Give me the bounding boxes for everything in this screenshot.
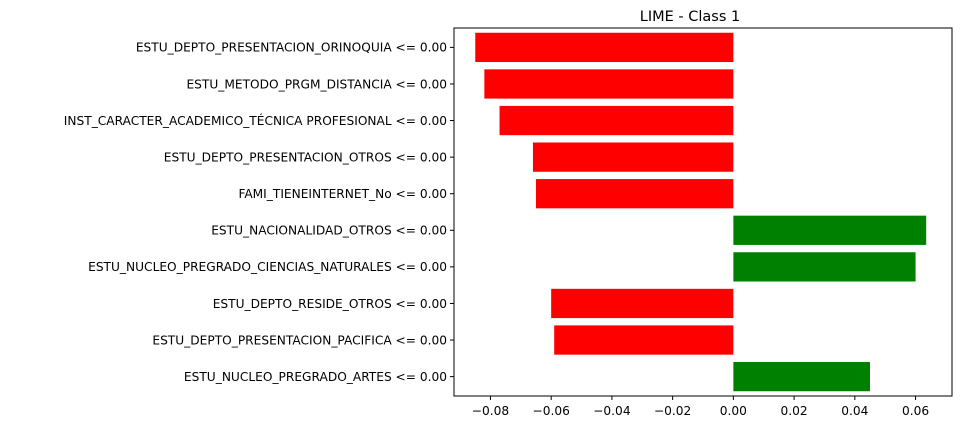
bar-3 <box>532 142 734 172</box>
bar-label-0: ESTU_DEPTO_PRESENTACION_ORINOQUIA <= 0.0… <box>136 41 447 55</box>
bar-label-9: ESTU_NUCLEO_PREGRADO_ARTES <= 0.00 <box>184 370 447 384</box>
bar-4 <box>535 179 734 209</box>
bar-7 <box>551 288 734 319</box>
x-tick-label-3: −0.02 <box>654 404 691 418</box>
bar-label-3: ESTU_DEPTO_PRESENTACION_OTROS <= 0.00 <box>164 150 447 164</box>
bar-label-2: INST_CARACTER_ACADEMICO_TÉCNICA PROFESIO… <box>64 113 447 128</box>
bar-label-1: ESTU_METODO_PRGM_DISTANCIA <= 0.00 <box>186 77 447 91</box>
bar-label-7: ESTU_DEPTO_RESIDE_OTROS <= 0.00 <box>213 297 447 311</box>
bar-8 <box>554 325 734 355</box>
bar-5 <box>733 215 927 245</box>
y-tick-labels: ESTU_DEPTO_PRESENTACION_ORINOQUIA <= 0.0… <box>64 41 454 384</box>
bar-label-6: ESTU_NUCLEO_PREGRADO_CIENCIAS_NATURALES … <box>88 260 447 274</box>
plot-area-frame <box>453 27 953 397</box>
x-tick-label-1: −0.06 <box>532 404 569 418</box>
bar-9 <box>733 361 871 392</box>
bar-label-8: ESTU_DEPTO_PRESENTACION_PACIFICA <= 0.00 <box>152 333 447 347</box>
bar-label-5: ESTU_NACIONALIDAD_OTROS <= 0.00 <box>211 224 447 238</box>
x-tick-label-6: 0.04 <box>841 404 868 418</box>
chart-title: LIME - Class 1 <box>640 9 740 25</box>
x-tick-label-4: 0.00 <box>720 404 747 418</box>
x-tick-label-0: −0.08 <box>472 404 509 418</box>
x-tick-label-5: 0.02 <box>781 404 808 418</box>
bar-2 <box>499 105 734 136</box>
x-tick-label-2: −0.04 <box>593 404 631 418</box>
bars-group <box>475 32 927 392</box>
bar-6 <box>733 252 916 282</box>
x-axis-ticks: −0.08 −0.06 −0.04 −0.02 0.00 0.02 0.04 0.06 <box>472 396 929 418</box>
bar-1 <box>484 69 734 99</box>
bar-0 <box>475 32 734 63</box>
x-tick-label-7: 0.06 <box>902 404 929 418</box>
bar-label-4: FAMI_TIENEINTERNET_No <= 0.00 <box>238 187 447 201</box>
